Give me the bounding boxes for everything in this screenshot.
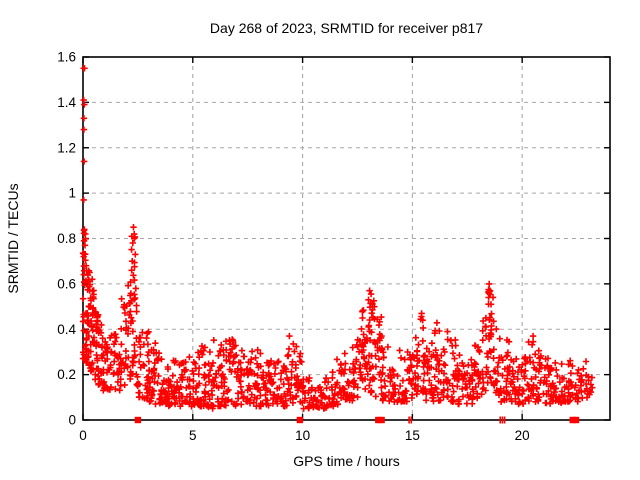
plot-frame [82,56,611,421]
gap-square-marker [572,416,580,424]
gap-square-marker [375,416,382,424]
x-tick-label: 0 [79,428,87,443]
x-axis-label: GPS time / hours [293,453,400,469]
gap-square-marker [569,416,576,424]
x-tick-label: 5 [189,428,197,443]
y-tick-label: 1 [68,186,76,201]
y-tick-label: 0.4 [57,322,76,337]
y-tick-label: 0.8 [57,231,76,246]
axis-point-marks [408,416,506,424]
data-points-layer [79,65,596,412]
scatter-points [79,65,596,412]
y-tick-label: 1.4 [57,95,76,110]
axis-ticks-layer [82,56,610,421]
gap-square-marker [296,416,304,424]
y-axis-label: SRMTID / TECUs [5,183,21,293]
chart-title: Day 268 of 2023, SRMTID for receiver p81… [210,20,483,36]
y-tick-label: 0.2 [57,367,76,382]
y-tick-label: 1.2 [57,140,76,155]
axis-gap-markers-layer [134,416,580,424]
x-tick-label: 20 [515,428,530,443]
x-tick-label: 10 [295,428,310,443]
gap-square-marker [378,416,385,424]
gap-square-marker [134,416,142,424]
y-tick-label: 0.6 [57,276,76,291]
tick-labels-layer: 0 5 10 15 20 0 0.2 0.4 0.6 0.8 1 1.2 1.4 1.6 [57,50,529,444]
y-tick-label: 0 [68,413,76,428]
y-tick-label: 1.6 [57,50,76,65]
x-tick-label: 15 [405,428,420,443]
